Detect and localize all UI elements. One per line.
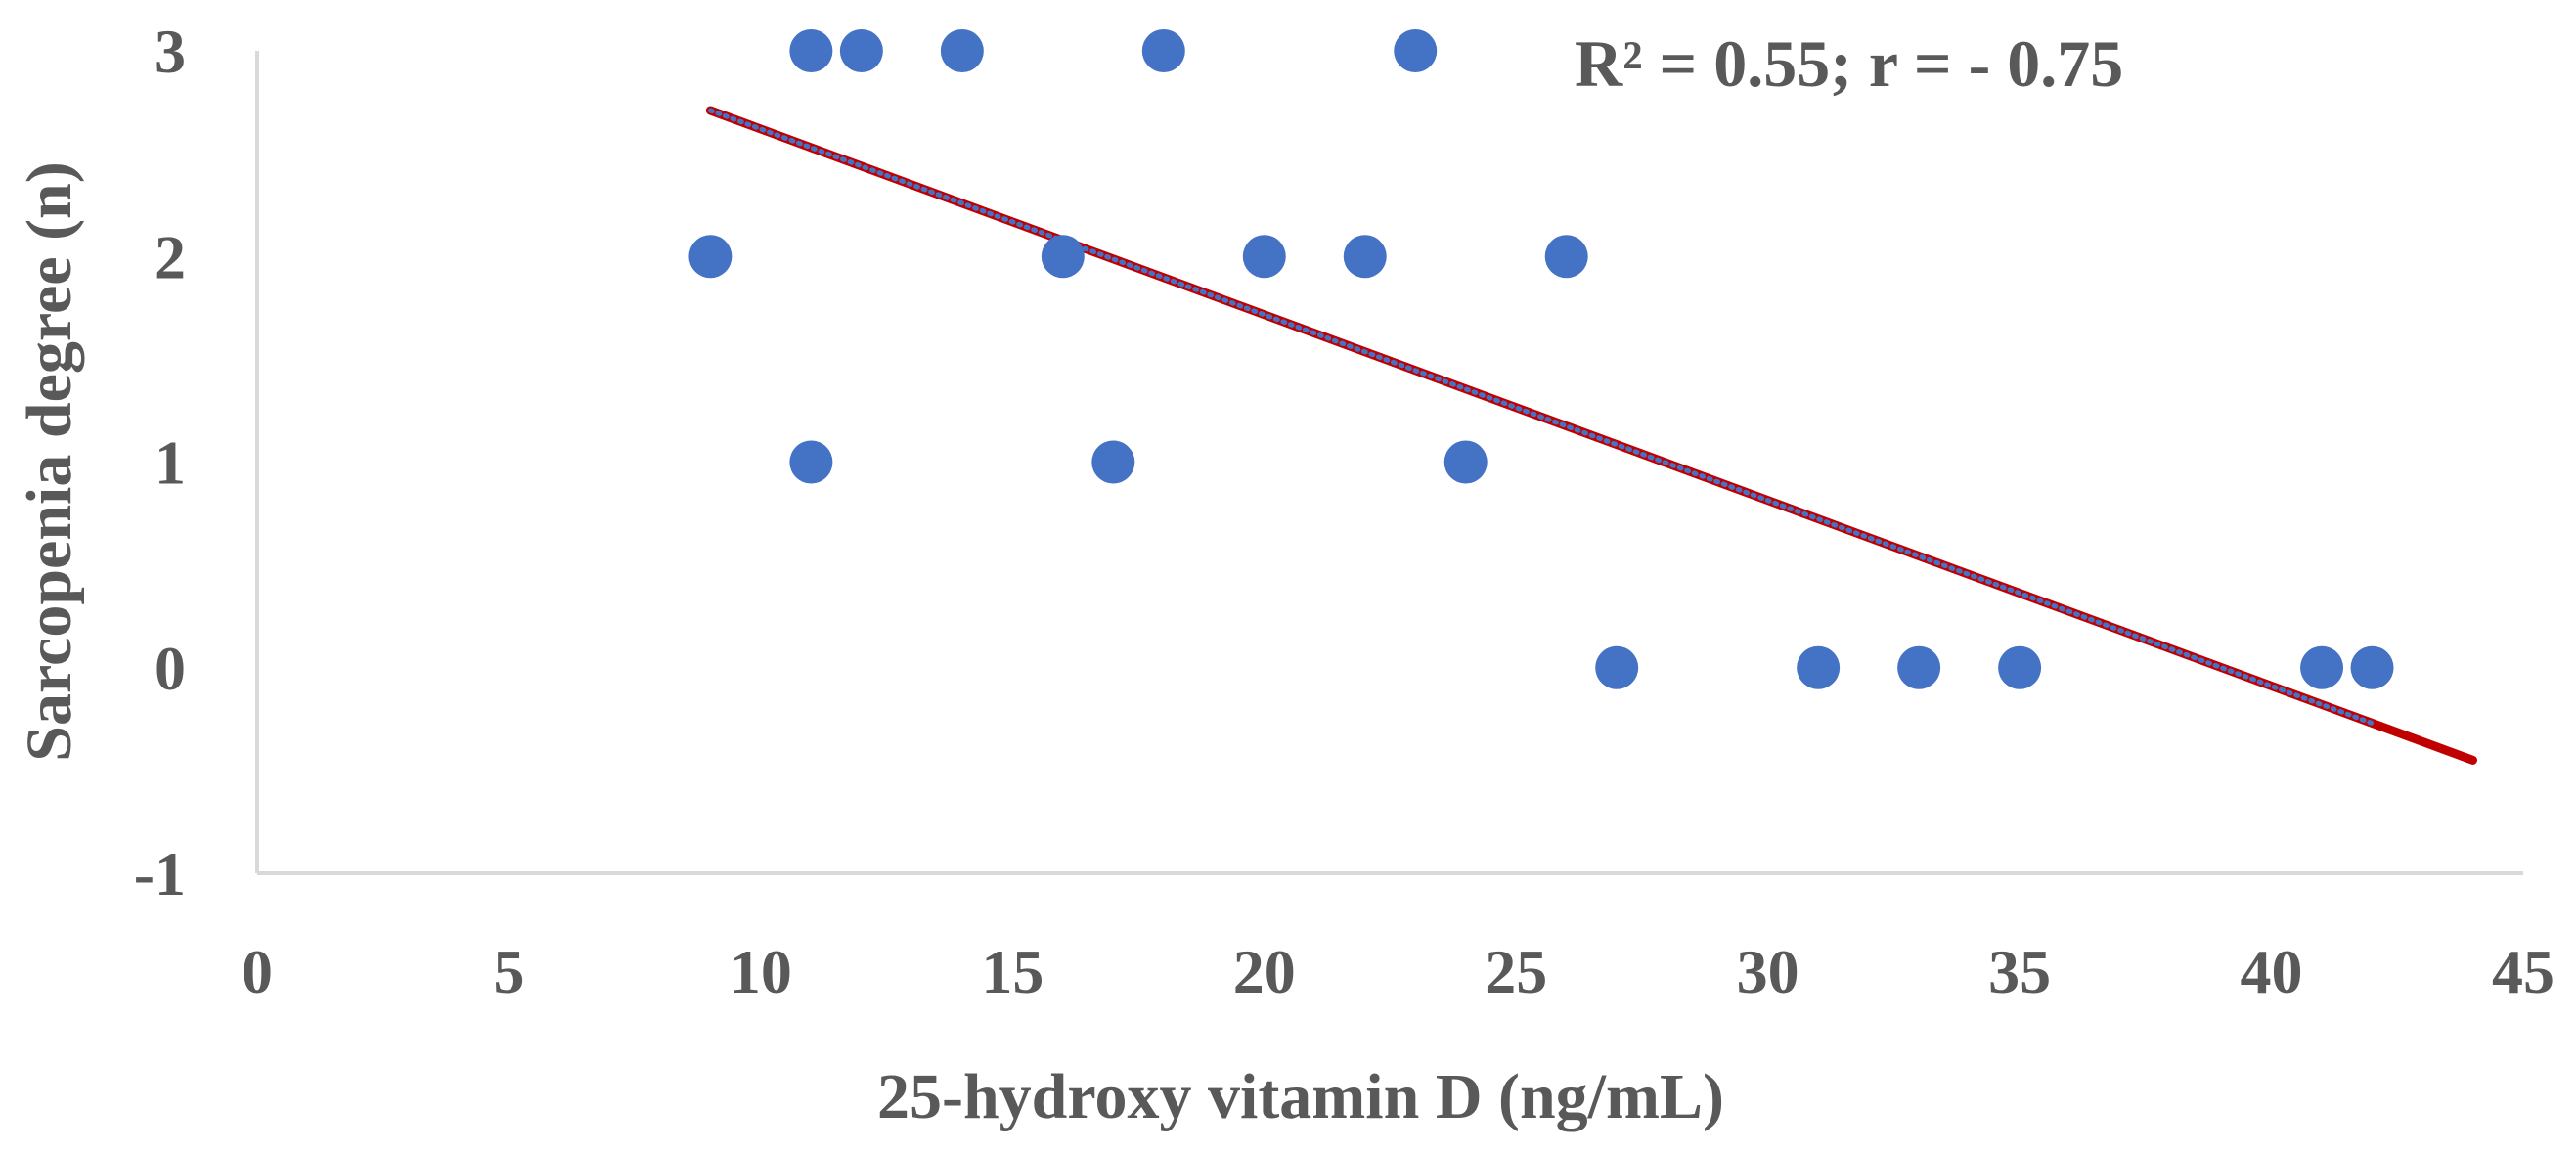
data-point bbox=[2300, 645, 2344, 689]
x-tick-label: 20 bbox=[1233, 937, 1296, 1006]
data-point bbox=[940, 29, 984, 72]
data-point bbox=[2350, 645, 2394, 689]
y-tick-label: 3 bbox=[155, 17, 186, 86]
x-tick-label: 45 bbox=[2492, 937, 2554, 1006]
y-tick-label: 2 bbox=[155, 222, 186, 291]
x-axis-title: 25-hydroxy vitamin D (ng/mL) bbox=[877, 1061, 1724, 1132]
x-tick-label: 0 bbox=[242, 937, 273, 1006]
data-point bbox=[1897, 645, 1941, 689]
data-point bbox=[789, 29, 833, 72]
y-tick-label: 1 bbox=[155, 428, 186, 498]
data-point bbox=[1797, 645, 1841, 689]
x-tick-label: 15 bbox=[981, 937, 1044, 1006]
y-tick-labels: -1 0 1 2 3 bbox=[134, 17, 186, 908]
data-point bbox=[1091, 440, 1135, 484]
data-point bbox=[1443, 440, 1488, 484]
data-point bbox=[1595, 645, 1639, 689]
data-point bbox=[839, 29, 883, 72]
y-tick-label: -1 bbox=[134, 839, 186, 908]
x-tick-label: 5 bbox=[493, 937, 524, 1006]
trendlines bbox=[705, 106, 2478, 765]
data-point bbox=[1141, 29, 1185, 72]
data-point bbox=[1041, 235, 1085, 279]
data-point bbox=[789, 440, 833, 484]
x-tick-labels: 0 5 10 15 20 25 30 35 40 45 bbox=[242, 937, 2554, 1006]
data-point bbox=[1343, 235, 1387, 279]
data-point bbox=[1544, 235, 1588, 279]
data-point bbox=[1998, 645, 2042, 689]
y-axis-title: Sarcopenia degree (n) bbox=[14, 161, 85, 762]
x-tick-label: 40 bbox=[2241, 937, 2303, 1006]
y-tick-label: 0 bbox=[155, 634, 186, 703]
data-point bbox=[1394, 29, 1438, 72]
r-squared-annotation: R² = 0.55; r = - 0.75 bbox=[1575, 26, 2123, 101]
data-point bbox=[688, 235, 733, 279]
data-points bbox=[688, 29, 2394, 689]
data-point bbox=[1242, 235, 1286, 279]
x-tick-label: 10 bbox=[730, 937, 792, 1006]
trendline-dotted-overlay bbox=[707, 108, 2376, 727]
x-tick-label: 35 bbox=[1988, 937, 2051, 1006]
x-tick-label: 30 bbox=[1737, 937, 1799, 1006]
x-tick-label: 25 bbox=[1485, 937, 1547, 1006]
